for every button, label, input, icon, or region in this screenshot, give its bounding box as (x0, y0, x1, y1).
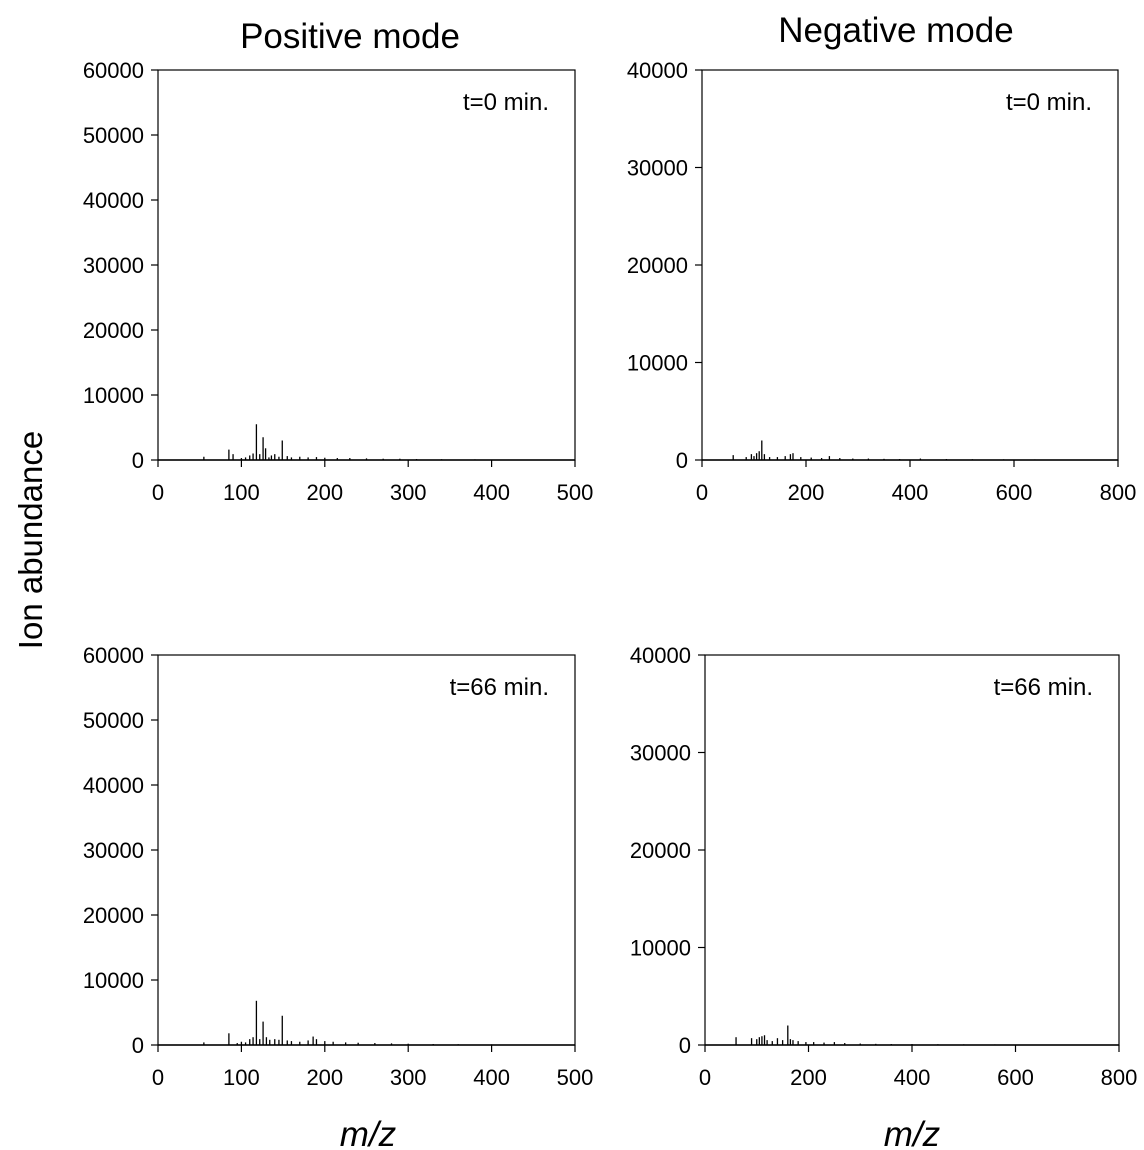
y-tick-label: 10000 (83, 383, 144, 408)
x-tick-label: 0 (152, 480, 164, 505)
chart-panel-negative-t66: 0 10000 20000 30000 40000 0 200 400 600 800 t=66 m… (630, 643, 1138, 1090)
plot-frame (157, 69, 576, 461)
time-annotation: t=0 min. (463, 89, 549, 116)
y-tick-label: 40000 (630, 643, 691, 668)
x-tick-label: 500 (557, 1065, 594, 1090)
chart-panel-positive-t66: 0 10000 20000 30000 40000 50000 60000 0 100 200 30… (83, 643, 594, 1090)
x-tick-label: 300 (390, 480, 427, 505)
y-tick-label: 0 (132, 448, 144, 473)
x-tick-label: 800 (1101, 1065, 1138, 1090)
x-tick-label: 400 (473, 1065, 510, 1090)
y-tick-label: 60000 (83, 643, 144, 668)
x-tick-label: 100 (223, 480, 260, 505)
plot-frame (704, 654, 1120, 1046)
x-axis-label-right: m/z (884, 1115, 941, 1150)
x-tick-label: 200 (788, 480, 825, 505)
time-annotation: t=0 min. (1006, 89, 1092, 116)
x-tick-label: 200 (306, 1065, 343, 1090)
y-tick-label: 40000 (83, 773, 144, 798)
x-tick-label: 800 (1100, 480, 1137, 505)
x-tick-label: 0 (696, 480, 708, 505)
x-tick-label: 0 (152, 1065, 164, 1090)
y-tick-label: 30000 (83, 838, 144, 863)
chart-panel-negative-t0: 0 10000 20000 30000 40000 0 200 400 600 800 t=0 mi… (627, 58, 1137, 505)
y-tick-label: 50000 (83, 123, 144, 148)
y-tick-label: 20000 (630, 838, 691, 863)
plot-frame (701, 69, 1119, 461)
y-tick-label: 0 (679, 1033, 691, 1058)
y-tick-label: 20000 (627, 253, 688, 278)
y-tick-label: 30000 (627, 156, 688, 181)
y-tick-label: 20000 (83, 903, 144, 928)
y-tick-label: 10000 (630, 936, 691, 961)
y-tick-label: 40000 (83, 188, 144, 213)
x-tick-label: 200 (790, 1065, 827, 1090)
y-tick-label: 0 (132, 1033, 144, 1058)
x-tick-label: 600 (996, 480, 1033, 505)
x-tick-label: 400 (473, 480, 510, 505)
y-tick-label: 10000 (627, 351, 688, 376)
x-tick-label: 300 (390, 1065, 427, 1090)
y-tick-label: 60000 (83, 58, 144, 83)
y-tick-label: 30000 (630, 741, 691, 766)
y-tick-label: 30000 (83, 253, 144, 278)
x-tick-label: 100 (223, 1065, 260, 1090)
x-tick-label: 400 (894, 1065, 931, 1090)
y-tick-label: 50000 (83, 708, 144, 733)
time-annotation: t=66 min. (994, 674, 1093, 701)
y-tick-label: 20000 (83, 318, 144, 343)
x-tick-label: 600 (997, 1065, 1034, 1090)
column-title-positive: Positive mode (240, 17, 460, 56)
time-annotation: t=66 min. (450, 674, 549, 701)
x-tick-label: 0 (699, 1065, 711, 1090)
chart-panel-positive-t0: 0 10000 20000 30000 40000 50000 60000 0 100 200 30… (83, 58, 594, 505)
x-tick-label: 200 (306, 480, 343, 505)
y-tick-label: 40000 (627, 58, 688, 83)
column-title-negative: Negative mode (778, 11, 1013, 50)
x-tick-label: 400 (892, 480, 929, 505)
y-axis-label: Ion abundance (12, 431, 49, 649)
plot-frame (157, 654, 576, 1046)
y-tick-label: 10000 (83, 968, 144, 993)
x-axis-label-left: m/z (340, 1115, 397, 1150)
x-tick-label: 500 (557, 480, 594, 505)
y-tick-label: 0 (676, 448, 688, 473)
